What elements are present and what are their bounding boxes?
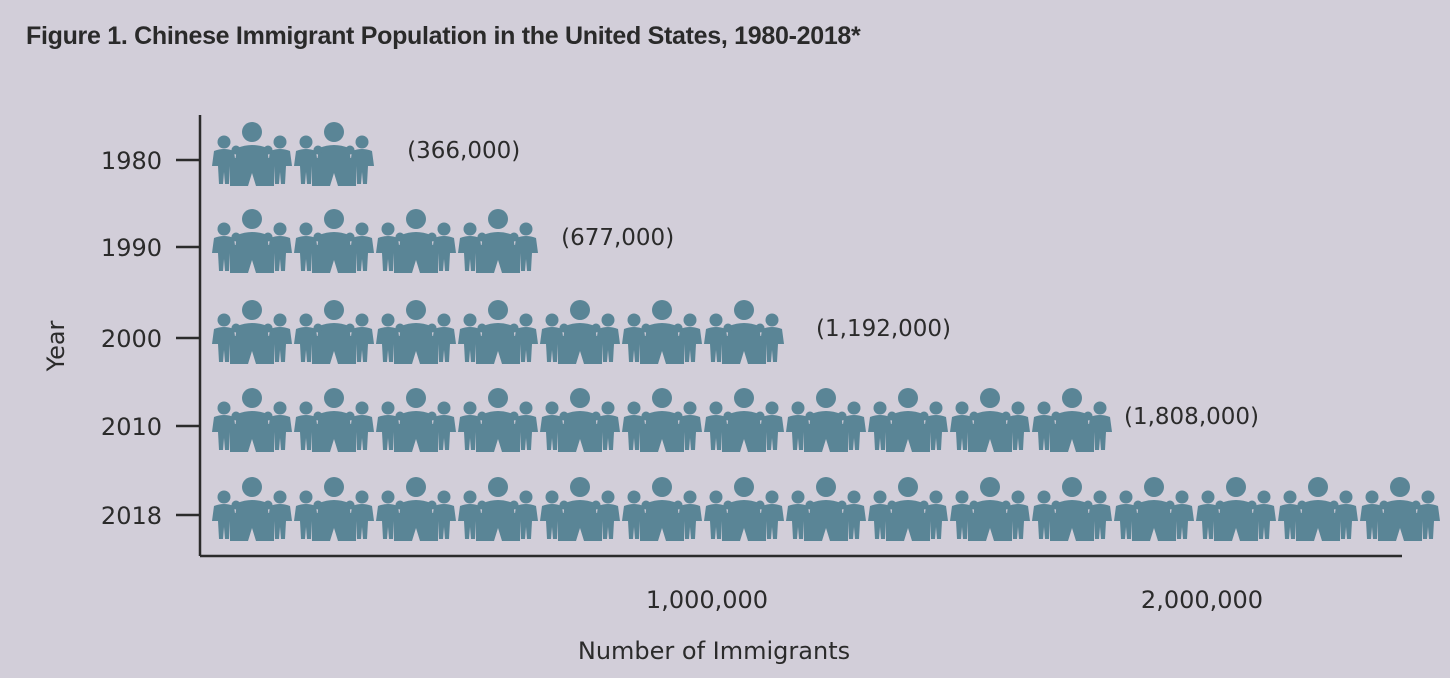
- people-family-icon: [868, 388, 948, 452]
- pictogram-bar-2000: [212, 300, 784, 364]
- people-family-icon: [294, 209, 374, 273]
- x-axis-title: Number of Immigrants: [578, 637, 850, 665]
- people-family-icon: [1196, 477, 1276, 541]
- figure-title: Figure 1. Chinese Immigrant Population i…: [26, 22, 861, 50]
- people-family-icon: [294, 388, 374, 452]
- people-family-icon: [294, 300, 374, 364]
- value-label: (366,000): [407, 138, 520, 164]
- y-tick-label: 1990: [101, 234, 162, 262]
- people-family-icon: [704, 300, 784, 364]
- people-family-icon: [704, 477, 784, 541]
- people-family-icon: [212, 122, 292, 186]
- people-family-icon: [1114, 477, 1194, 541]
- people-family-icon: [376, 388, 456, 452]
- people-family-icon: [622, 477, 702, 541]
- people-family-icon: [376, 300, 456, 364]
- pictogram-bar-2018: [212, 477, 1440, 541]
- people-family-icon: [376, 209, 456, 273]
- x-tick-label: 1,000,000: [646, 586, 768, 614]
- value-label: (1,192,000): [816, 316, 951, 342]
- people-family-icon: [212, 388, 292, 452]
- people-family-icon: [458, 209, 538, 273]
- people-family-icon: [1032, 477, 1112, 541]
- people-family-icon: [704, 388, 784, 452]
- y-tick-label: 2010: [101, 413, 162, 441]
- people-family-icon: [540, 477, 620, 541]
- people-family-icon: [212, 300, 292, 364]
- y-tick-label: 1980: [101, 147, 162, 175]
- people-family-icon: [950, 477, 1030, 541]
- people-family-icon: [786, 388, 866, 452]
- y-axis-title: Year: [42, 320, 70, 372]
- people-family-icon: [1360, 477, 1440, 541]
- value-label: (677,000): [561, 225, 674, 251]
- people-family-icon: [294, 477, 374, 541]
- people-family-icon: [212, 209, 292, 273]
- people-family-icon: [950, 388, 1030, 452]
- x-tick-label: 2,000,000: [1141, 586, 1263, 614]
- pictogram-bar-2010: [212, 388, 1112, 452]
- value-label: (1,808,000): [1124, 404, 1259, 430]
- people-family-icon: [540, 388, 620, 452]
- people-family-icon: [458, 388, 538, 452]
- people-family-icon: [376, 477, 456, 541]
- people-family-icon: [868, 477, 948, 541]
- pictogram-bar-1990: [212, 209, 538, 273]
- people-family-icon: [458, 477, 538, 541]
- people-family-icon: [294, 122, 374, 186]
- people-family-icon: [1032, 388, 1112, 452]
- pictogram-bar-1980: [212, 122, 374, 186]
- people-family-icon: [622, 388, 702, 452]
- people-family-icon: [1278, 477, 1358, 541]
- people-family-icon: [458, 300, 538, 364]
- people-family-icon: [212, 477, 292, 541]
- people-family-icon: [540, 300, 620, 364]
- people-family-icon: [786, 477, 866, 541]
- people-family-icon: [622, 300, 702, 364]
- y-tick-label: 2000: [101, 325, 162, 353]
- y-tick-label: 2018: [101, 502, 162, 530]
